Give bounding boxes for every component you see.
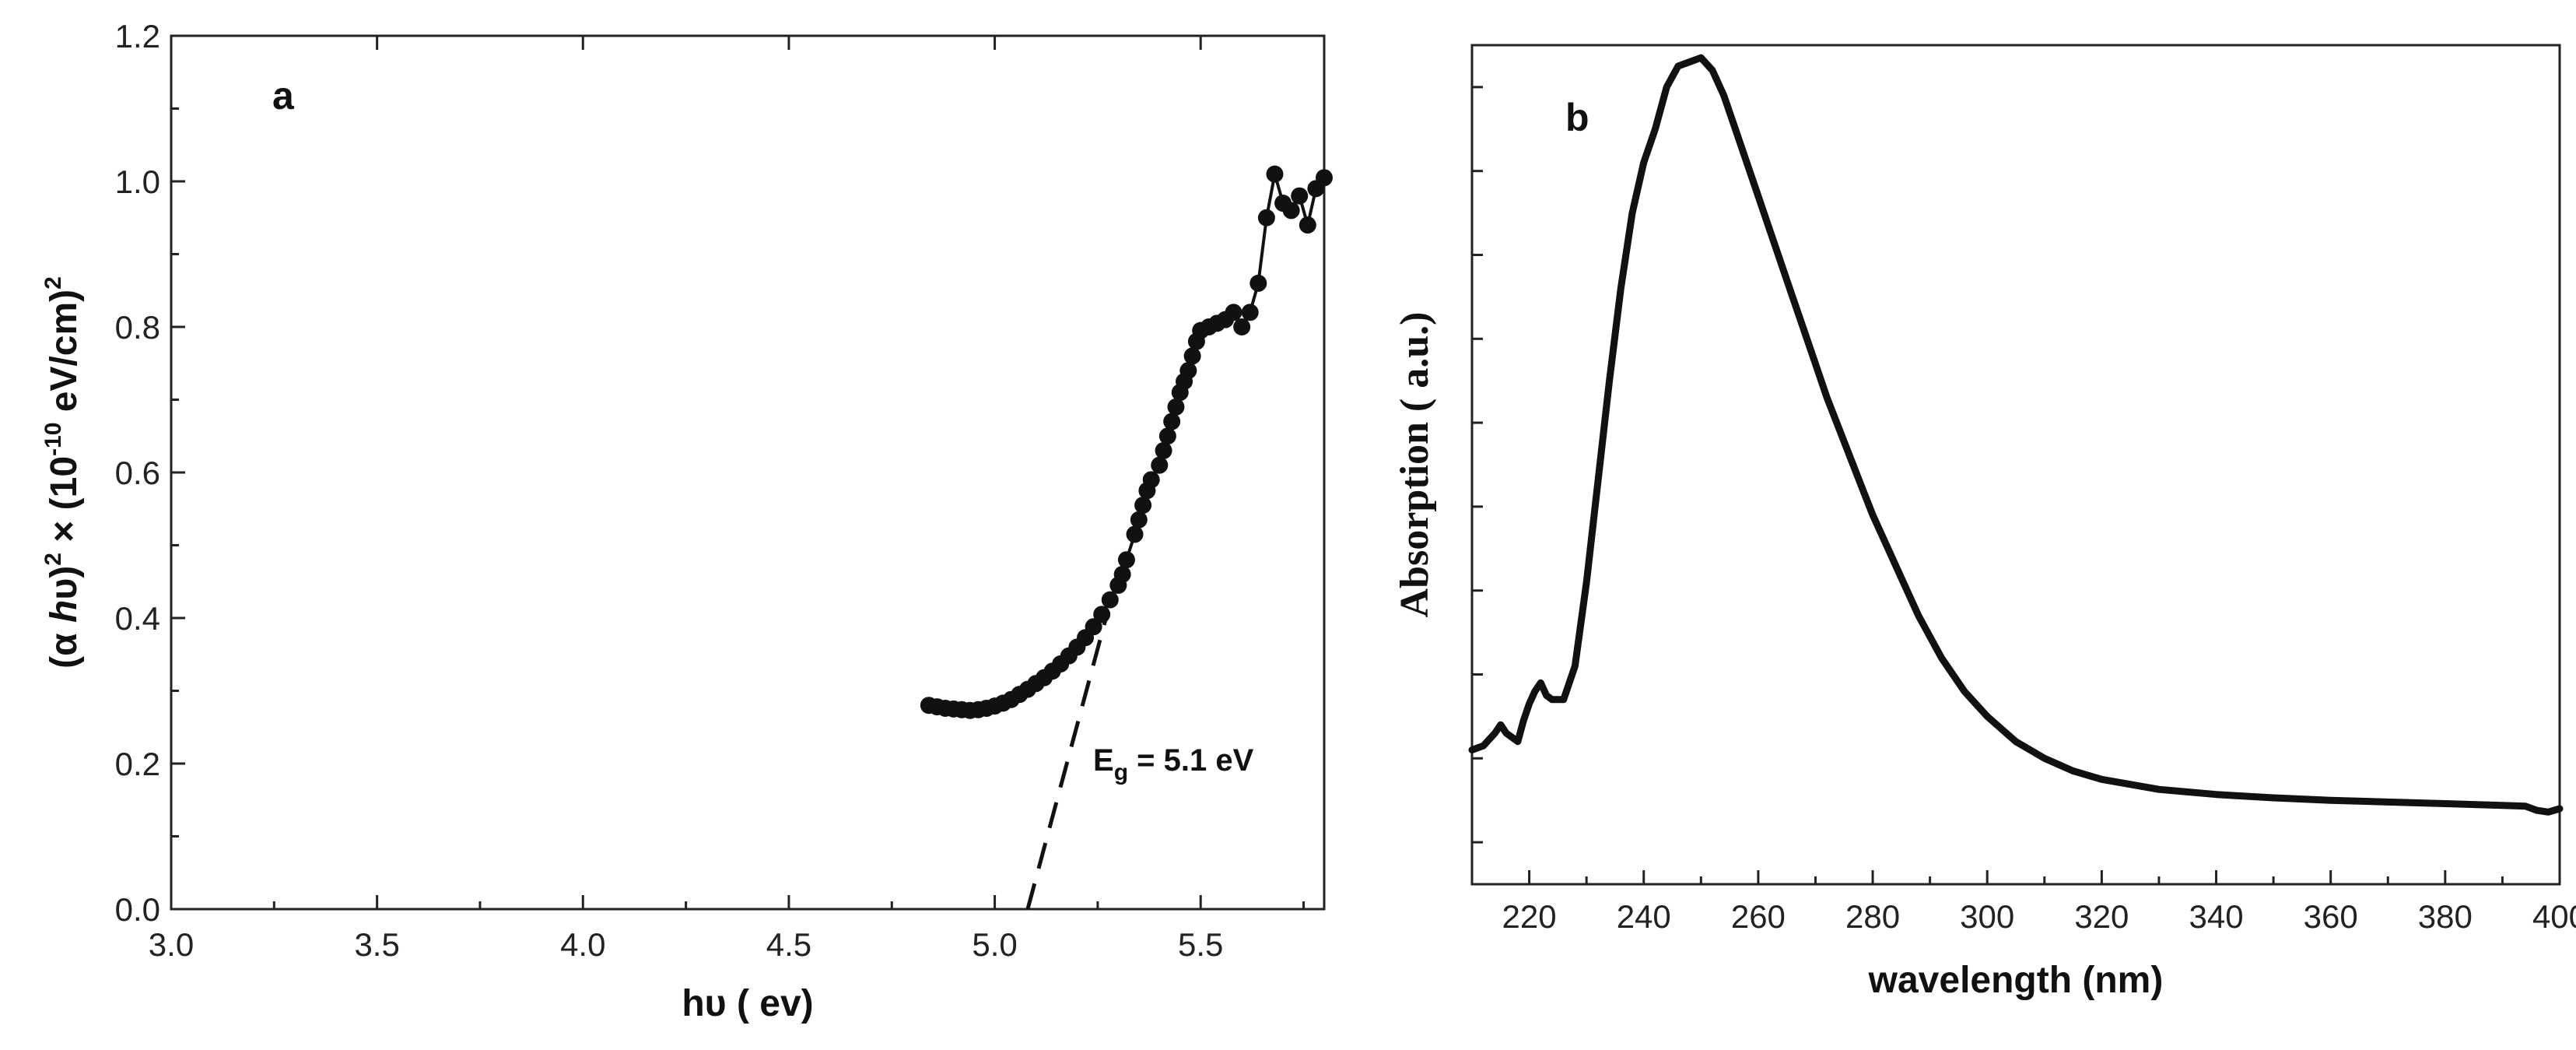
panel-a-data-point xyxy=(1167,398,1185,416)
panel-a-y-axis: 0.0 0.2 0.4 0.6 0.8 1.0 1.2 xyxy=(115,18,185,928)
panel-b-x-tick-label: 360 xyxy=(2304,898,2358,935)
panel-a-y-tick-label: 0.0 xyxy=(115,891,160,928)
panel-a-y-tick-label: 0.2 xyxy=(115,746,160,782)
panel-a-data-point xyxy=(1085,618,1102,636)
panel-a-data-point xyxy=(1299,216,1316,234)
panel-a-data-point xyxy=(1101,591,1119,609)
panel-a-x-tick-label: 3.5 xyxy=(354,926,399,963)
panel-a-y-tick-label: 0.6 xyxy=(115,455,160,491)
panel-a-data-point xyxy=(1282,202,1300,219)
panel-a-y-tick-label: 1.0 xyxy=(115,163,160,200)
panel-a-data-point xyxy=(1155,441,1172,459)
panel-a-data-point xyxy=(1093,606,1111,623)
panel-a-x-axis: 3.0 3.5 4.0 4.5 5.0 5.5 xyxy=(149,36,1306,963)
panel-a-x-tick-label: 5.0 xyxy=(972,926,1017,963)
panel-a-x-axis-label: hυ ( ev) xyxy=(682,983,813,1024)
panel-a-data-point xyxy=(1241,304,1259,321)
panel-a-data-point xyxy=(1134,497,1152,514)
panel-b-x-tick-label: 320 xyxy=(2074,898,2129,935)
panel-b-series-absorption xyxy=(1468,54,2564,816)
panel-a-x-tick-label: 5.5 xyxy=(1178,926,1223,963)
panel-b-y-axis-label: Absorption ( a.u.) xyxy=(1393,312,1437,618)
panel-a-data-point xyxy=(1163,413,1181,430)
panel-a-data-point xyxy=(1249,274,1267,292)
panel-b-x-tick-label: 280 xyxy=(1845,898,1900,935)
panel-a-data-point xyxy=(1266,165,1284,183)
panel-a-x-tick-label: 4.0 xyxy=(560,926,605,963)
panel-a-y-tick-label: 0.4 xyxy=(115,600,160,637)
panel-b-x-tick-label: 380 xyxy=(2418,898,2473,935)
panel-a-bandgap-annotation: Eg = 5.1 eV xyxy=(1093,743,1254,785)
panel-a-data-point xyxy=(1291,187,1309,205)
panel-a-x-tick-label: 3.0 xyxy=(149,926,194,963)
panel-b-x-tick-label: 300 xyxy=(1960,898,2014,935)
panel-a-connecting-line xyxy=(928,174,1326,712)
panel-a-data-point xyxy=(1225,304,1242,321)
panel-b-y-axis xyxy=(1472,86,1483,844)
panel-a-extrapolation-line xyxy=(1025,617,1108,910)
panel-b-x-tick-label: 260 xyxy=(1731,898,1786,935)
panel-b-x-tick-label: 400 xyxy=(2532,898,2576,935)
panel-a-data-point xyxy=(1126,525,1144,543)
panel-b-plot-frame xyxy=(1470,44,2561,886)
panel-a-data-point xyxy=(1130,511,1148,529)
panel-b-chart: 220 240 260 280 300 320 340 360 380 400 b wavelen… xyxy=(1393,44,2576,1001)
panel-a-data-point xyxy=(1158,427,1176,445)
panel-a-letter: a xyxy=(272,74,295,118)
panel-a-chart: 3.0 3.5 4.0 4.5 5.0 5.5 0.0 0.2 0.4 0.6 0.8 1.0 1.2… xyxy=(40,18,1333,1024)
panel-a-data-points xyxy=(920,165,1333,719)
panel-a-data-point xyxy=(1179,362,1197,380)
panel-a-y-tick-label: 1.2 xyxy=(115,18,160,54)
panel-a-data-point xyxy=(1142,471,1160,489)
panel-a-data-point xyxy=(1257,209,1275,227)
panel-a-y-axis-label: (α hυ)2 × (10-10 eV/cm)2 xyxy=(40,276,85,669)
panel-a-y-tick-label: 0.8 xyxy=(115,309,160,346)
panel-a-data-point xyxy=(1151,456,1169,474)
panel-a-data-point xyxy=(1117,551,1135,569)
panel-b-letter: b xyxy=(1565,96,1589,139)
panel-b-x-tick-label: 240 xyxy=(1617,898,1671,935)
panel-a-data-point xyxy=(1183,347,1201,365)
panel-b-x-axis-label: wavelength (nm) xyxy=(1868,960,2164,1001)
panel-a-data-point xyxy=(1316,169,1333,187)
panel-b-x-tick-label: 340 xyxy=(2189,898,2243,935)
panel-a-data-point xyxy=(1233,318,1251,335)
panel-a-x-tick-label: 4.5 xyxy=(766,926,811,963)
panel-a-data-point xyxy=(1113,565,1131,583)
panel-b-x-tick-label: 220 xyxy=(1502,898,1557,935)
panel-b-x-axis: 220 240 260 280 300 320 340 360 380 400 xyxy=(1470,870,2576,935)
